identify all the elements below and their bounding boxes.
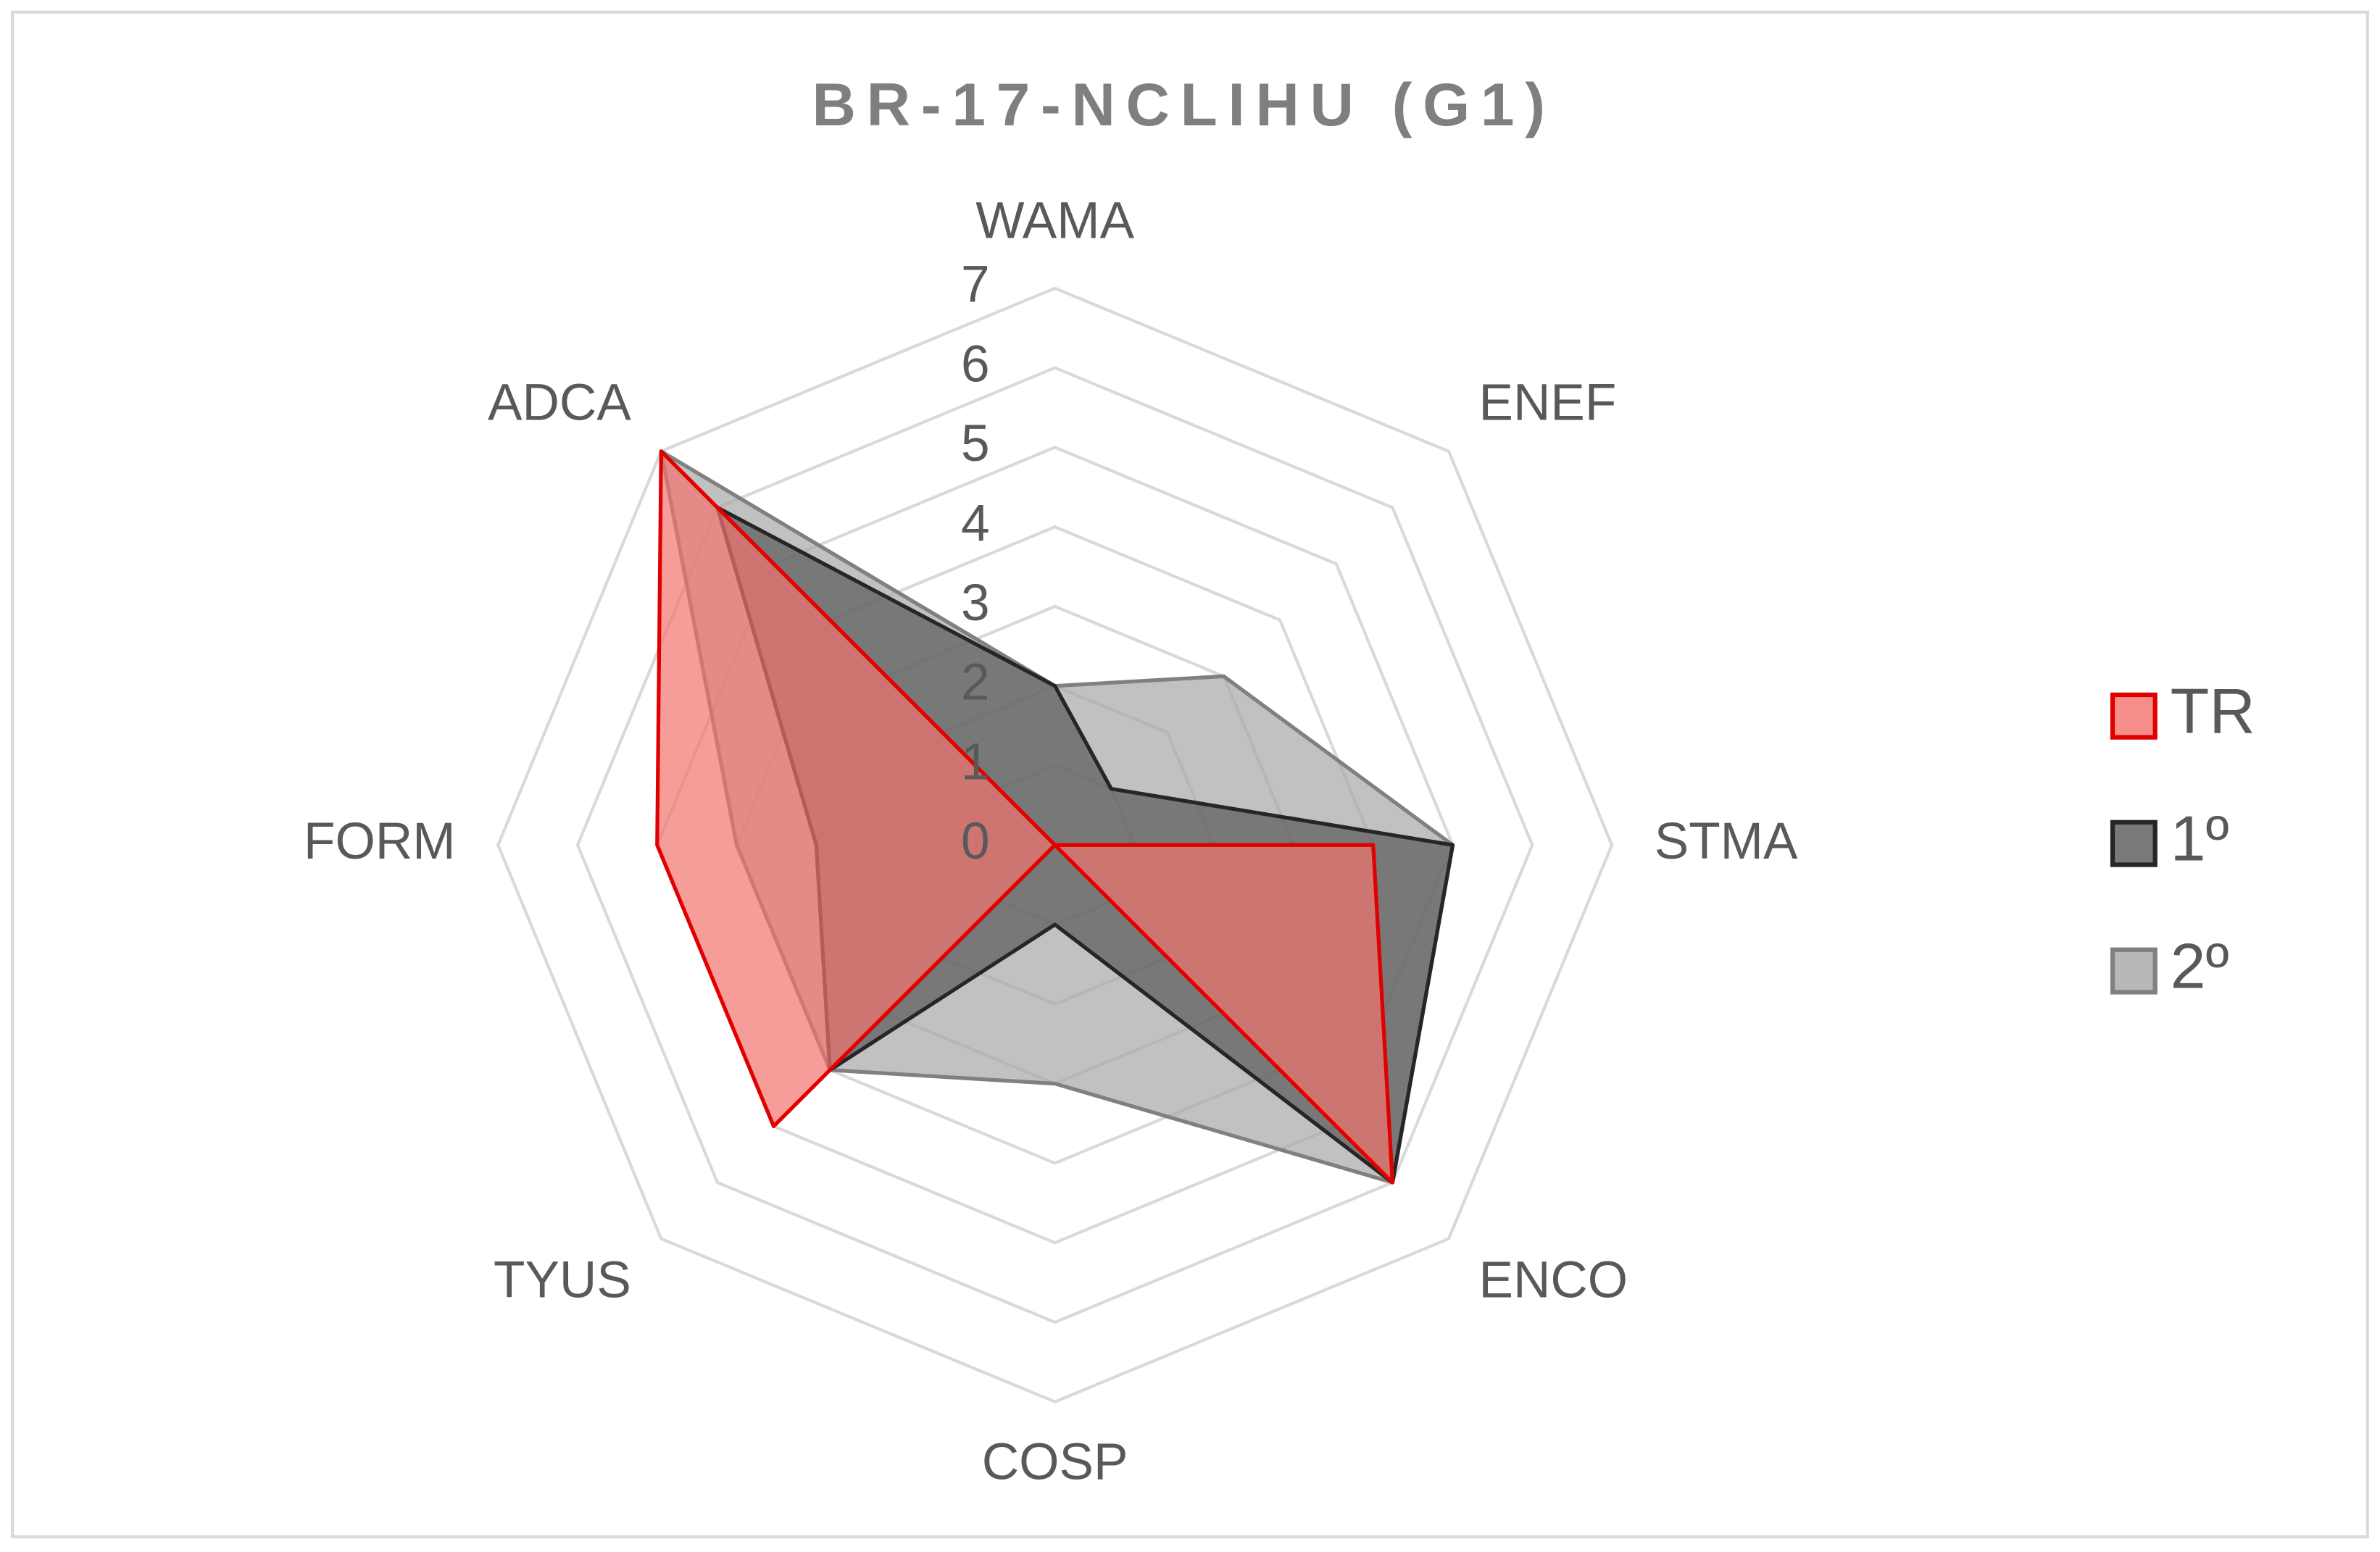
y-tick-label: 3 (961, 575, 990, 632)
y-tick-label: 0 (961, 813, 990, 870)
y-tick-label: 4 (961, 495, 990, 552)
series-area (655, 449, 1395, 1185)
category-label: ADCA (488, 375, 631, 432)
chart-title: BR-17-NCLIHU (G1) (812, 70, 1556, 138)
legend-label: 2º (2171, 930, 2229, 1001)
legend-label: 1º (2171, 802, 2229, 874)
y-tick-label: 7 (961, 256, 990, 314)
category-label: ENEF (1478, 375, 1616, 432)
legend-swatch (2110, 819, 2158, 867)
grid-ring (496, 286, 1614, 1403)
y-tick-label: 2 (961, 654, 990, 712)
y-tick-label: 1 (961, 733, 990, 790)
category-label: COSP (982, 1433, 1128, 1490)
y-tick-label: 5 (961, 415, 990, 472)
category-label: TYUS (494, 1252, 631, 1309)
category-label: WAMA (975, 193, 1134, 250)
legend-label: TR (2171, 675, 2255, 747)
category-label: STMA (1655, 813, 1798, 870)
category-label: ENCO (1478, 1252, 1628, 1309)
legend-swatch (2110, 947, 2158, 995)
y-tick-label: 6 (961, 335, 990, 393)
legend-swatch (2110, 692, 2158, 740)
category-label: FORM (304, 813, 456, 870)
